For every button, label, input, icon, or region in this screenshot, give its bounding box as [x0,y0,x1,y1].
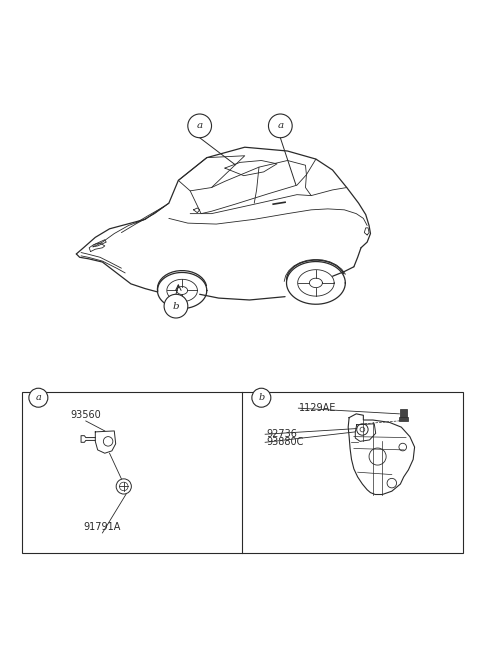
Circle shape [252,388,271,407]
Text: 1129AE: 1129AE [300,403,336,413]
Text: 93880C: 93880C [266,438,303,447]
Text: a: a [36,393,41,402]
Text: a: a [277,121,283,130]
Text: 92736: 92736 [266,429,297,440]
Text: a: a [197,121,203,130]
Circle shape [188,114,212,138]
Text: b: b [258,393,264,402]
Circle shape [29,388,48,407]
FancyBboxPatch shape [400,409,407,419]
Circle shape [164,294,188,318]
Text: 93560: 93560 [71,410,101,420]
Text: b: b [173,302,179,310]
Text: 91791A: 91791A [84,523,121,533]
Circle shape [268,114,292,138]
FancyBboxPatch shape [22,392,463,553]
FancyBboxPatch shape [399,417,408,421]
